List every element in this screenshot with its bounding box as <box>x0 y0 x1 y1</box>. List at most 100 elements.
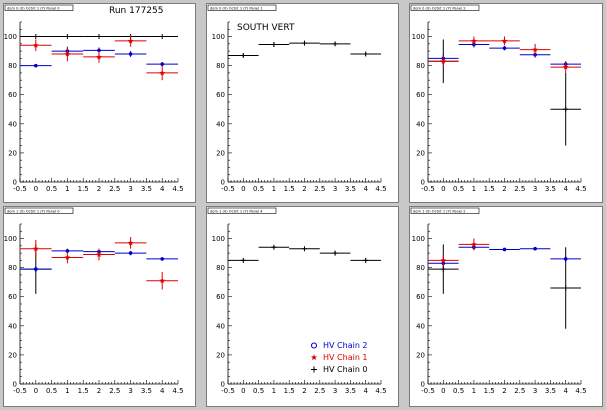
data-point <box>160 257 164 261</box>
series-hv-chain-1 <box>428 238 490 267</box>
panel-frame <box>3 3 196 203</box>
data-point <box>64 51 71 57</box>
x-tick-label: 3.5 <box>345 387 356 395</box>
x-tick-label: 1 <box>65 387 69 395</box>
x-tick-label: 3 <box>128 185 132 193</box>
y-tick-label: 0 <box>421 179 425 187</box>
y-tick-label: 20 <box>8 351 17 359</box>
panel-tag: dom 1 (0) Octnt 1 (Y) Panel 2 <box>410 207 480 214</box>
data-point <box>160 62 164 66</box>
data-point <box>127 239 134 246</box>
data-point <box>471 241 477 247</box>
x-tick-label: 0.5 <box>453 387 464 395</box>
x-tick-label: 0 <box>241 185 245 193</box>
data-point <box>127 37 134 44</box>
data-point <box>65 249 70 253</box>
x-tick-label: -0.5 <box>221 387 235 395</box>
x-tick-label: 1.5 <box>284 185 295 193</box>
x-tick-label: 4 <box>363 185 368 193</box>
y-tick-label: 40 <box>416 120 425 128</box>
x-tick-label: 1.5 <box>284 387 295 395</box>
x-tick-label: 2 <box>502 387 506 395</box>
y-tick-label: 40 <box>416 322 425 330</box>
x-tick-label: 4 <box>563 185 568 193</box>
y-tick-label: 60 <box>416 91 425 99</box>
panel-tag: dom 1 (0) Octnt 1 (Y) Panel 0 <box>4 207 74 214</box>
x-tick-label: 3.5 <box>345 185 356 193</box>
y-tick-label: 20 <box>8 149 17 157</box>
y-tick-label: 20 <box>416 351 425 359</box>
data-point <box>33 34 39 40</box>
x-tick-label: 3.5 <box>141 387 152 395</box>
series-hv-chain-1 <box>428 36 581 73</box>
y-tick-label: 100 <box>212 235 225 243</box>
data-point <box>562 64 569 70</box>
y-tick-label: 60 <box>216 293 225 301</box>
series-hv-chain-1 <box>20 237 178 290</box>
series-hv-chain-1 <box>20 35 178 81</box>
x-tick-label: 0.5 <box>253 387 264 395</box>
panel-tag-box <box>4 207 74 214</box>
data-point <box>159 69 166 76</box>
x-tick-label: 0 <box>34 185 38 193</box>
legend-label: HV Chain 2 <box>323 341 368 350</box>
data-point <box>97 48 101 53</box>
x-tick-label: 4.5 <box>172 387 183 395</box>
data-point <box>332 250 338 256</box>
data-point <box>64 254 71 260</box>
panel-tag-text: dom 0 (0) Octnt 1 (Y) Panel 1 <box>210 6 263 10</box>
y-tick-label: 0 <box>221 179 225 187</box>
x-tick-label: 2.5 <box>514 387 525 395</box>
data-point <box>302 40 307 46</box>
legend-label: HV Chain 1 <box>323 353 368 362</box>
chart-title: SOUTH VERT <box>237 23 295 33</box>
panel-frame <box>409 206 603 407</box>
panel-tag-text: dom 0 (0) Octnt 1 (Y) Panel 2 <box>413 6 466 10</box>
data-point <box>563 257 568 261</box>
y-tick-label: 100 <box>412 33 425 41</box>
data-point <box>440 266 446 272</box>
legend-label: HV Chain 0 <box>323 365 368 374</box>
y-tick-label: 0 <box>13 381 17 389</box>
panel-background <box>206 206 399 407</box>
chart-panel-4: dom 1 (0) Octnt 1 (Y) Panel 0-0.5 0 0.5 1 1.… <box>3 206 196 407</box>
y-tick-label: 0 <box>13 179 17 187</box>
x-tick-label: 1 <box>272 185 276 193</box>
data-point <box>502 247 507 252</box>
x-tick-label: 2 <box>97 185 101 193</box>
panel-tag-text: dom 1 (0) Octnt 1 (Y) Panel 4 <box>210 209 263 213</box>
panel-background <box>409 206 603 407</box>
data-point <box>501 37 508 44</box>
y-tick-label: 60 <box>216 91 225 99</box>
legend-entry: HV Chain 1 <box>310 353 368 362</box>
data-point <box>128 251 133 255</box>
x-tick-label: -0.5 <box>421 387 435 395</box>
y-tick-label: 20 <box>416 149 425 157</box>
data-point <box>440 257 447 263</box>
y-tick-label: 40 <box>216 120 225 128</box>
x-tick-label: 0.5 <box>46 185 57 193</box>
x-tick-label: 1.5 <box>78 387 89 395</box>
y-tick-label: 40 <box>8 120 17 128</box>
data-point <box>34 267 38 271</box>
y-tick-label: 100 <box>212 33 225 41</box>
series-hv-chain-0 <box>228 40 381 58</box>
data-point <box>240 257 246 263</box>
legend-marker <box>310 342 318 349</box>
series-hv-chain-2 <box>20 46 178 68</box>
panel-tag-text: dom 1 (0) Octnt 1 (Y) Panel 2 <box>413 209 466 213</box>
x-tick-label: 1 <box>472 387 476 395</box>
x-tick-label: 1.5 <box>484 185 495 193</box>
data-point <box>471 37 477 44</box>
series-hv-chain-0 <box>228 244 381 263</box>
data-point <box>532 46 538 53</box>
data-point <box>563 285 569 291</box>
data-point <box>271 244 277 250</box>
panel-tag-box <box>410 207 480 214</box>
x-tick-label: 1 <box>472 185 476 193</box>
data-point <box>363 51 369 57</box>
x-tick-label: 3 <box>333 387 337 395</box>
data-point <box>96 53 102 60</box>
y-tick-label: 40 <box>216 322 225 330</box>
